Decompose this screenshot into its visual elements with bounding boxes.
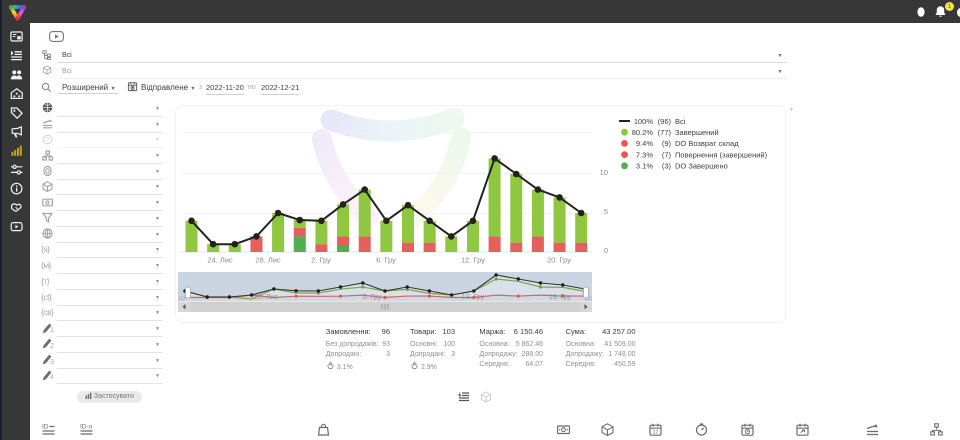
svg-text:DO Завершено: DO Завершено	[675, 162, 728, 171]
svg-text:5: 5	[604, 207, 608, 216]
svg-text:(9): (9)	[662, 139, 672, 148]
svg-text:2. Гру: 2. Гру	[311, 256, 331, 265]
svg-text:DO Возврат склад: DO Возврат склад	[675, 139, 739, 148]
svg-text:7.3%: 7.3%	[636, 150, 653, 159]
svg-text:Всі: Всі	[675, 117, 686, 126]
svg-text:Завершений: Завершений	[675, 128, 719, 137]
svg-text:20. Гру: 20. Гру	[547, 256, 571, 265]
svg-text:?: ?	[46, 137, 50, 144]
svg-text:Повернення (завершений): Повернення (завершений)	[675, 150, 768, 159]
svg-text:(96): (96)	[658, 117, 672, 126]
svg-text:6. Гру: 6. Гру	[376, 256, 396, 265]
svg-text:9.4%: 9.4%	[636, 139, 653, 148]
svg-text:80.2%: 80.2%	[632, 128, 654, 137]
svg-text:ID: ID	[42, 424, 49, 431]
svg-text:(7): (7)	[662, 150, 672, 159]
svg-text:ID-o: ID-o	[80, 424, 93, 431]
svg-text:28. Лис: 28. Лис	[254, 294, 278, 301]
svg-text:3.1%: 3.1%	[636, 162, 653, 171]
svg-text:0: 0	[604, 246, 608, 255]
svg-text:28. Лис: 28. Лис	[255, 256, 281, 265]
svg-text:17: 17	[653, 430, 659, 436]
svg-text:10: 10	[600, 168, 608, 177]
svg-text:12. Гру: 12. Гру	[461, 256, 485, 265]
svg-text:(3): (3)	[662, 162, 672, 171]
svg-text:19. Гру: 19. Гру	[549, 294, 572, 301]
svg-text:5. Гру: 5. Гру	[363, 294, 382, 301]
svg-text:100%: 100%	[634, 117, 654, 126]
svg-text:(77): (77)	[658, 128, 672, 137]
svg-text:24. Лис: 24. Лис	[207, 256, 233, 265]
